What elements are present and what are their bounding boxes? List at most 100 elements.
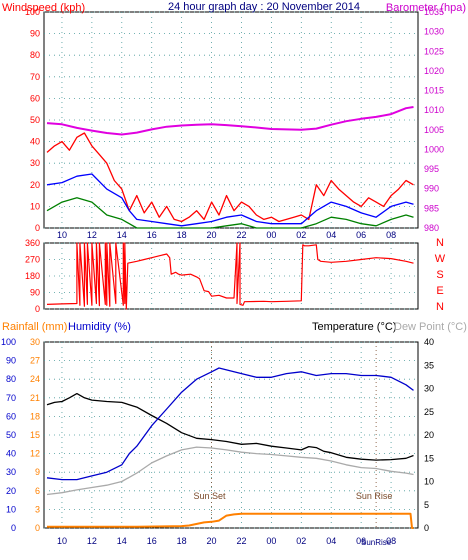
- temperature-tick-label: 0: [424, 523, 429, 533]
- compass-label: N: [436, 301, 444, 313]
- lull-line: [46, 197, 414, 229]
- barometer-tick-label: 995: [424, 164, 439, 174]
- compass-label: S: [436, 269, 443, 281]
- rainfall-tick-label: 30: [30, 337, 40, 347]
- humidity-tick-label: 60: [6, 411, 16, 421]
- x-tick-label: 06: [356, 536, 366, 546]
- wind-panel: Windspeed (kph) 24 hour graph day : 20 N…: [2, 1, 466, 240]
- wind-panel-frame: [43, 11, 419, 229]
- sun-annotation-label: Sun Rise: [356, 491, 393, 501]
- temperature-tick-label: 10: [424, 477, 434, 487]
- sun-annotations: Sun Set Sun Rise: [194, 342, 393, 528]
- dewpoint-line: [46, 446, 414, 496]
- direction-tick-label: 360: [25, 238, 40, 248]
- humidity-tick-label: 100: [1, 337, 16, 347]
- climate-series: [46, 367, 414, 529]
- x-tick-label: 20: [207, 230, 217, 240]
- windspeed-tick-labels: 0 10 20 30 40 50 60 70 80 90 100: [25, 7, 40, 233]
- temperature-tick-label: 30: [424, 384, 434, 394]
- windspeed-tick-label: 80: [30, 50, 40, 60]
- windspeed-tick-label: 100: [25, 7, 40, 17]
- sunrise-axis-label: SunRise: [361, 538, 392, 547]
- x-tick-label: 14: [117, 536, 127, 546]
- rainfall-tick-label: 3: [35, 504, 40, 514]
- dewpoint-axis-title: Dew Point (°C): [394, 321, 467, 333]
- temperature-tick-label: 15: [424, 453, 434, 463]
- barometer-tick-label: 980: [424, 223, 439, 233]
- windspeed-tick-label: 60: [30, 93, 40, 103]
- rainfall-tick-label: 9: [35, 467, 40, 477]
- x-tick-label: 06: [356, 230, 366, 240]
- windspeed-tick-label: 10: [30, 201, 40, 211]
- humidity-tick-label: 20: [6, 486, 16, 496]
- humidity-axis-title: Humidity (%): [68, 321, 131, 333]
- x-tick-label: 22: [236, 230, 246, 240]
- barometer-tick-label: 1020: [424, 66, 444, 76]
- rainfall-tick-label: 27: [30, 356, 40, 366]
- barometer-tick-label: 1030: [424, 27, 444, 37]
- humidity-tick-label: 90: [6, 356, 16, 366]
- wind-grid: [44, 11, 418, 229]
- sun-annotation-label: Sun Set: [194, 491, 227, 501]
- temperature-tick-label: 35: [424, 360, 434, 370]
- rainfall-tick-label: 15: [30, 430, 40, 440]
- windspeed-tick-label: 20: [30, 180, 40, 190]
- x-tick-label: 12: [87, 536, 97, 546]
- barometer-tick-label: 1035: [424, 7, 444, 17]
- x-tick-label: 02: [296, 230, 306, 240]
- humidity-tick-label: 10: [6, 504, 16, 514]
- x-tick-label: 00: [266, 536, 276, 546]
- x-tick-label: 18: [177, 536, 187, 546]
- humidity-tick-label: 70: [6, 393, 16, 403]
- windspeed-axis-title: Windspeed (kph): [2, 2, 85, 14]
- x-tick-label: 10: [57, 536, 67, 546]
- barometer-line: [46, 106, 414, 136]
- direction-series: [46, 242, 414, 310]
- rainfall-axis-title: Rainfall (mm): [2, 321, 67, 333]
- rainfall-tick-label: 6: [35, 486, 40, 496]
- temperature-tick-label: 40: [424, 337, 434, 347]
- windspeed-tick-label: 70: [30, 72, 40, 82]
- humidity-tick-label: 30: [6, 467, 16, 477]
- windspeed-tick-label: 90: [30, 29, 40, 39]
- humidity-tick-label: 50: [6, 430, 16, 440]
- barometer-tick-label: 985: [424, 203, 439, 213]
- climate-panel: Rainfall (mm) Humidity (%) Temperature (…: [1, 321, 467, 547]
- compass-label: E: [436, 285, 443, 297]
- x-tick-label: 08: [386, 536, 396, 546]
- humidity-tick-label: 0: [11, 523, 16, 533]
- direction-tick-label: 180: [25, 271, 40, 281]
- barometer-axis-title: Barometer (hpa): [386, 2, 466, 14]
- x-tick-label: 02: [296, 536, 306, 546]
- x-tick-label: 16: [147, 536, 157, 546]
- wind-x-tick-labels: 10 12 14 16 18 20 22 00 02 04 06 08: [57, 230, 396, 240]
- compass-label: W: [435, 253, 446, 265]
- rainfall-tick-label: 12: [30, 449, 40, 459]
- rainfall-tick-label: 18: [30, 411, 40, 421]
- direction-tick-labels: 0 90 180 270 360: [25, 238, 40, 314]
- temperature-line: [46, 392, 414, 461]
- humidity-tick-label: 80: [6, 374, 16, 384]
- windspeed-tick-label: 40: [30, 137, 40, 147]
- windspeed-tick-label: 50: [30, 115, 40, 125]
- x-tick-label: 22: [236, 536, 246, 546]
- x-tick-label: 08: [386, 230, 396, 240]
- rainfall-line: [47, 512, 414, 529]
- x-tick-label: 16: [147, 230, 157, 240]
- barometer-tick-label: 1005: [424, 125, 444, 135]
- windspeed-tick-label: 0: [35, 223, 40, 233]
- temperature-tick-labels: 0 5 10 15 20 25 30 35 40: [424, 337, 434, 533]
- barometer-tick-label: 990: [424, 184, 439, 194]
- climate-panel-frame: [43, 341, 419, 529]
- barometer-tick-labels: 980 985 990 995 1000 1005 1010 1015 1020 1025 1030…: [424, 7, 444, 233]
- x-tick-label: 12: [87, 230, 97, 240]
- rainfall-tick-label: 21: [30, 393, 40, 403]
- humidity-tick-label: 40: [6, 449, 16, 459]
- rainfall-tick-labels: 0 3 6 9 12 15 18 21 24 27 30: [30, 337, 40, 533]
- climate-grid: [44, 341, 418, 529]
- barometer-tick-label: 1025: [424, 46, 444, 56]
- humidity-line: [46, 367, 414, 481]
